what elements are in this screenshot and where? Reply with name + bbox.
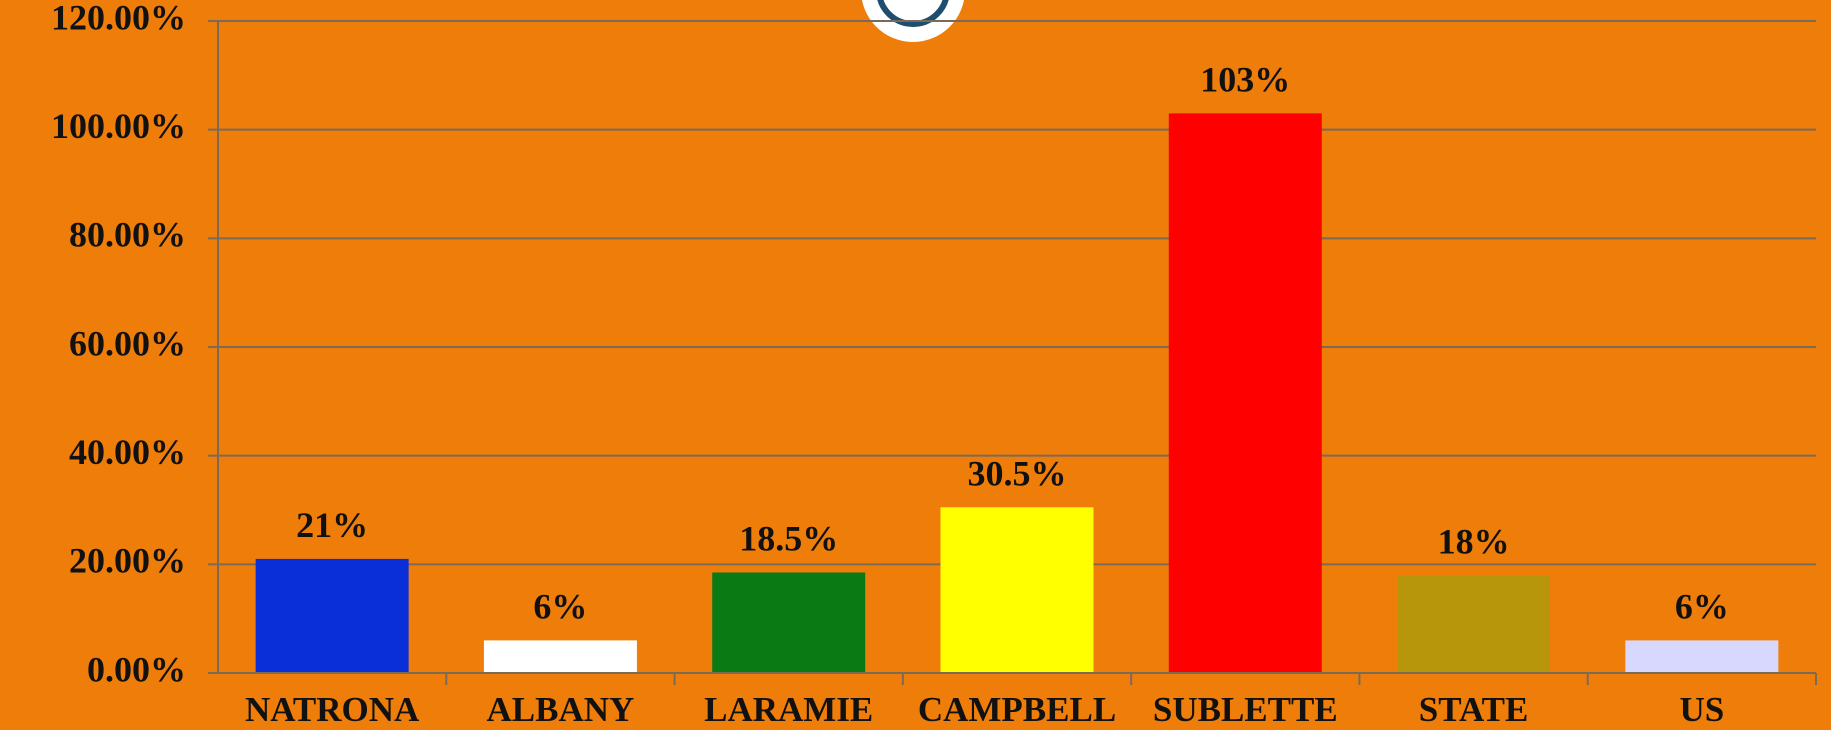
y-tick-label: 20.00% bbox=[69, 541, 186, 581]
value-label: 21% bbox=[296, 505, 368, 545]
value-label: 6% bbox=[1675, 587, 1729, 627]
value-label: 18% bbox=[1438, 521, 1510, 561]
bar bbox=[256, 559, 409, 673]
x-tick-label: SUBLETTE bbox=[1153, 690, 1338, 729]
y-tick-label: 40.00% bbox=[69, 432, 186, 472]
bar bbox=[712, 572, 865, 673]
x-tick-label: STATE bbox=[1419, 690, 1529, 729]
x-tick-label: CAMPBELL bbox=[918, 690, 1116, 729]
bar bbox=[1397, 575, 1550, 673]
value-label: 103% bbox=[1200, 60, 1290, 100]
y-tick-label: 80.00% bbox=[69, 215, 186, 255]
bar bbox=[1169, 113, 1322, 673]
value-label: 18.5% bbox=[739, 519, 838, 559]
bar bbox=[1625, 640, 1778, 673]
y-tick-label: 60.00% bbox=[69, 323, 186, 363]
x-tick-label: US bbox=[1679, 690, 1724, 729]
y-tick-label: 120.00% bbox=[51, 0, 186, 37]
value-label: 6% bbox=[533, 587, 587, 627]
value-label: 30.5% bbox=[968, 454, 1067, 494]
x-tick-label: NATRONA bbox=[245, 690, 420, 729]
x-tick-label: ALBANY bbox=[487, 690, 635, 729]
y-tick-label: 0.00% bbox=[87, 649, 186, 689]
page: 0.00% 20.00% 40.00% 60.00% 80.00% 100.00% 120.… bbox=[0, 0, 1831, 730]
bar bbox=[484, 640, 637, 673]
bar bbox=[941, 507, 1094, 673]
y-tick-label: 100.00% bbox=[51, 106, 186, 146]
x-tick-label: LARAMIE bbox=[704, 690, 873, 729]
chart: 0.00% 20.00% 40.00% 60.00% 80.00% 100.00% 120.… bbox=[0, 0, 1831, 730]
